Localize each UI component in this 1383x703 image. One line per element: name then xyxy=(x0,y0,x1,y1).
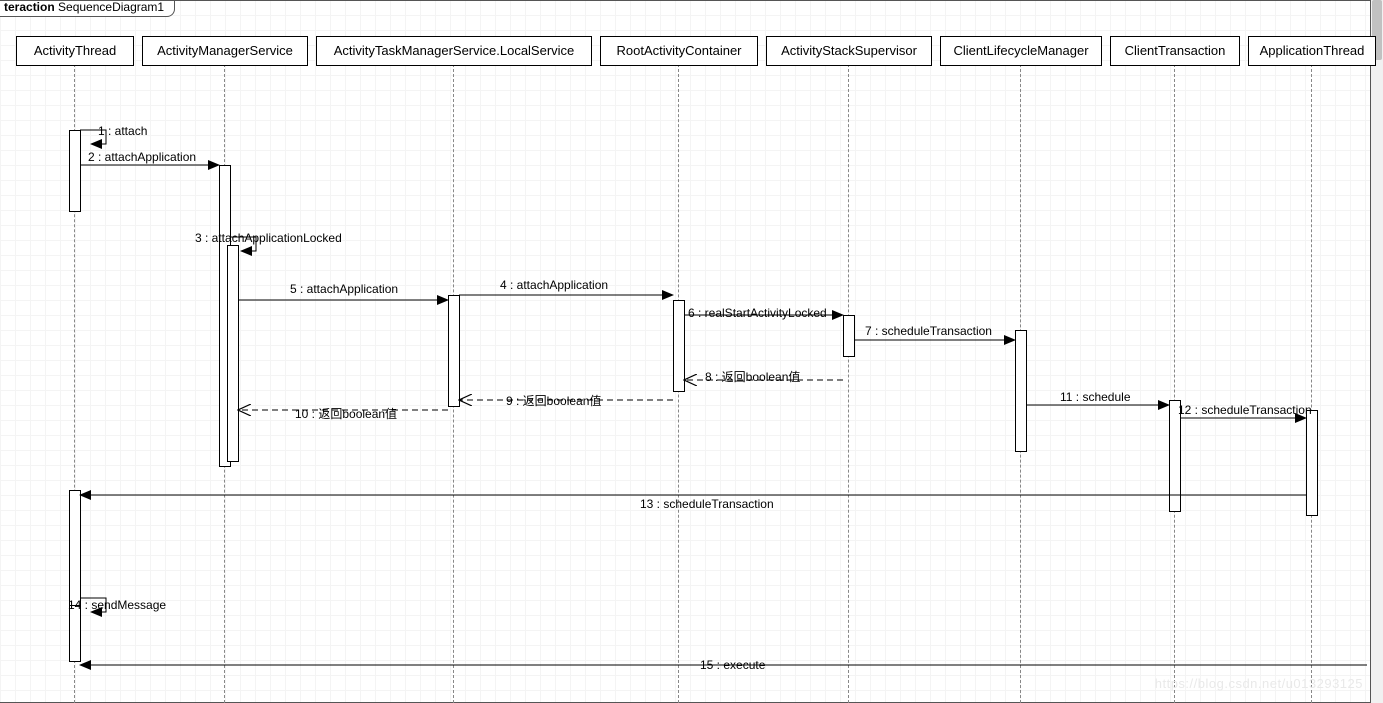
message-label-9: 9 : 返回boolean值 xyxy=(506,392,601,409)
message-label-15: 15 : execute xyxy=(700,658,765,672)
lifeline-p7 xyxy=(1311,64,1312,703)
activation-a0c xyxy=(69,605,81,662)
participant-p4[interactable]: ActivityStackSupervisor xyxy=(766,36,932,66)
activation-a4 xyxy=(843,315,855,357)
message-label-8: 8 : 返回boolean值 xyxy=(705,368,800,385)
message-label-12: 12 : scheduleTransaction xyxy=(1178,403,1312,417)
participant-p5[interactable]: ClientLifecycleManager xyxy=(940,36,1102,66)
lifeline-p6 xyxy=(1174,64,1175,703)
message-label-5: 5 : attachApplication xyxy=(290,282,398,296)
diagram-frame xyxy=(0,0,1371,703)
watermark: https://blog.csdn.net/u013293125 xyxy=(1155,676,1363,691)
activation-a3 xyxy=(673,300,685,392)
vertical-scrollbar[interactable] xyxy=(1371,0,1383,703)
message-label-3: 3 : attachApplicationLocked xyxy=(195,231,342,245)
message-label-7: 7 : scheduleTransaction xyxy=(865,324,992,338)
participant-p7[interactable]: ApplicationThread xyxy=(1248,36,1376,66)
activation-a2 xyxy=(448,295,460,407)
lifeline-p4 xyxy=(848,64,849,703)
activation-a0 xyxy=(69,130,81,212)
message-label-2: 2 : attachApplication xyxy=(88,150,196,164)
message-label-14: 14 : sendMessage xyxy=(68,598,166,612)
participant-p2[interactable]: ActivityTaskManagerService.LocalService xyxy=(316,36,592,66)
participant-p3[interactable]: RootActivityContainer xyxy=(600,36,758,66)
participant-p0[interactable]: ActivityThread xyxy=(16,36,134,66)
message-label-4: 4 : attachApplication xyxy=(500,278,608,292)
message-label-1: 1 : attach xyxy=(98,124,147,138)
message-label-13: 13 : scheduleTransaction xyxy=(640,497,774,511)
message-label-10: 10 : 返回boolean值 xyxy=(295,405,397,422)
participant-p1[interactable]: ActivityManagerService xyxy=(142,36,308,66)
activation-a7 xyxy=(1306,410,1318,516)
activation-a1b xyxy=(227,245,239,462)
message-label-6: 6 : realStartActivityLocked xyxy=(688,306,827,320)
message-label-11: 11 : schedule xyxy=(1060,390,1131,404)
participant-p6[interactable]: ClientTransaction xyxy=(1110,36,1240,66)
activation-a5 xyxy=(1015,330,1027,452)
